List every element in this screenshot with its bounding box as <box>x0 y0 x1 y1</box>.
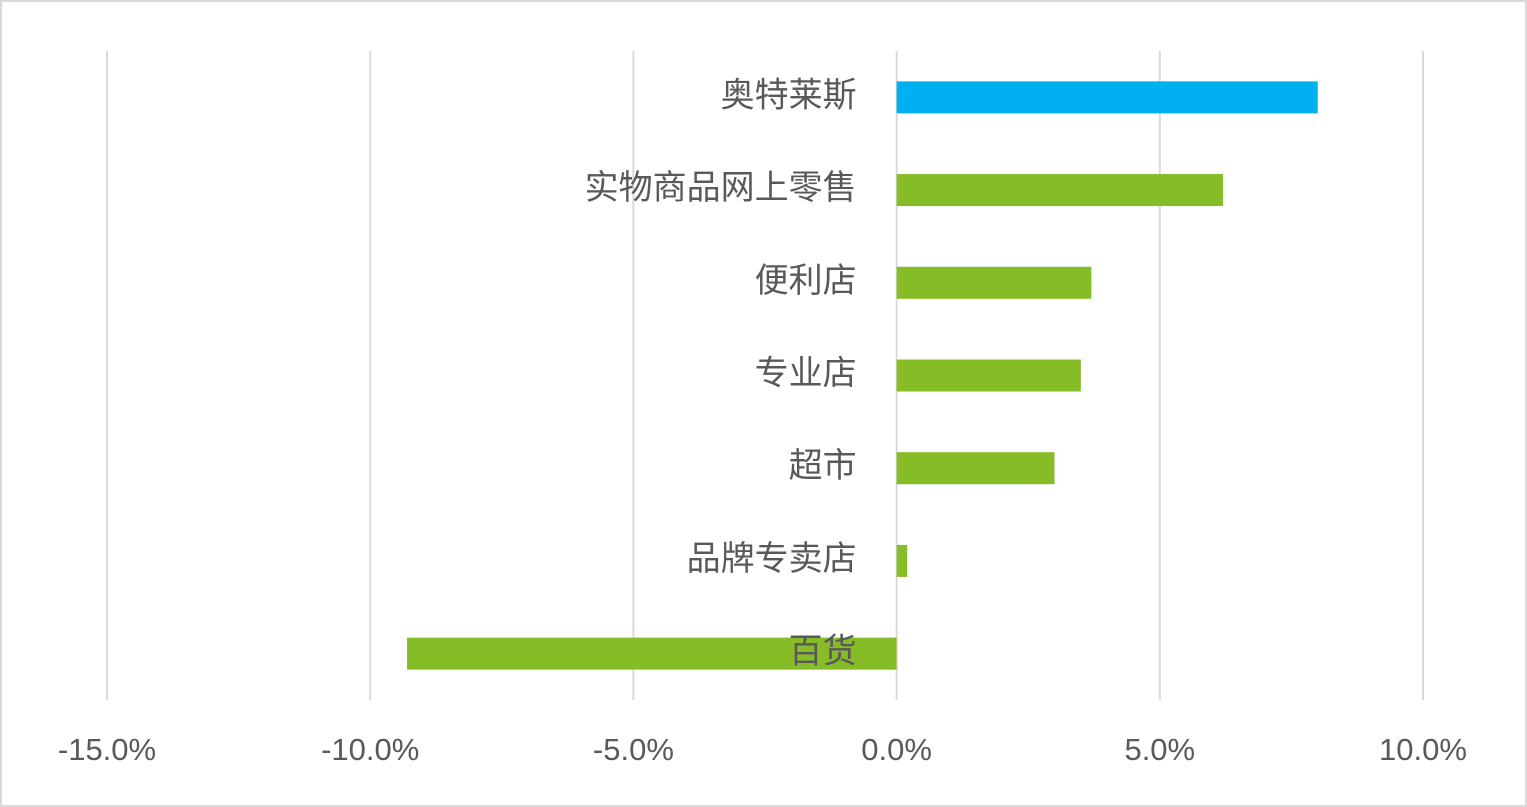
x-tick-label: -15.0% <box>58 732 156 767</box>
bar <box>896 452 1055 485</box>
x-tick-label: -5.0% <box>593 732 674 767</box>
y-tick-label: 百货 <box>789 633 857 671</box>
bar <box>896 81 1318 114</box>
y-tick-label: 专业店 <box>755 354 857 392</box>
bar <box>896 266 1092 299</box>
bar <box>896 359 1081 392</box>
x-tick-label: -10.0% <box>321 732 419 767</box>
y-tick-label: 超市 <box>789 447 857 485</box>
bar <box>896 174 1223 207</box>
y-tick-label: 奥特莱斯 <box>721 76 857 114</box>
y-tick-label: 便利店 <box>755 262 857 300</box>
x-tick-label: 0.0% <box>861 732 932 767</box>
bar <box>896 544 908 577</box>
x-tick-label: 5.0% <box>1124 732 1195 767</box>
x-tick-label: 10.0% <box>1379 732 1467 767</box>
bar <box>407 637 897 670</box>
y-tick-label: 实物商品网上零售 <box>585 169 857 207</box>
y-tick-label: 品牌专卖店 <box>687 540 857 578</box>
